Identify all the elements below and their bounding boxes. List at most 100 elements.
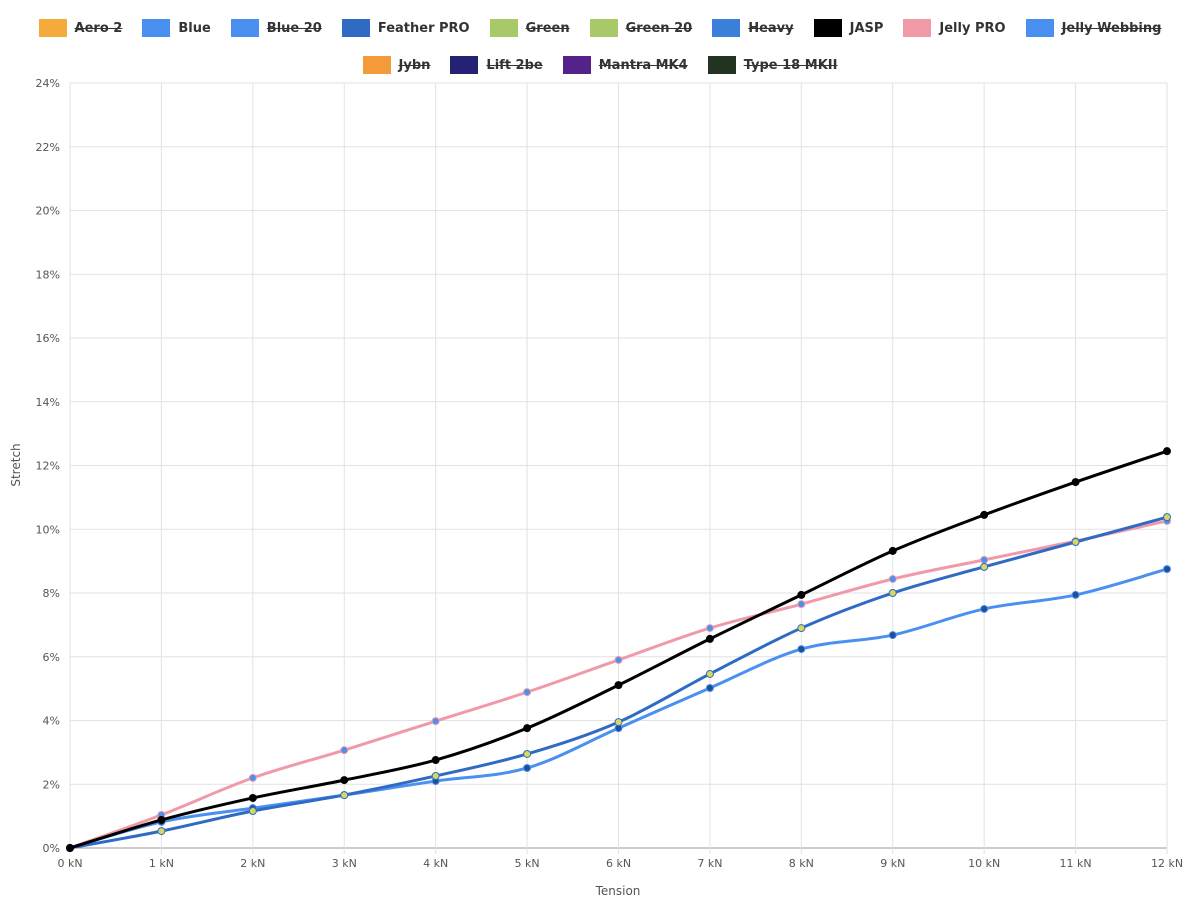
x-tick-label: 8 kN — [789, 857, 814, 870]
y-tick-label: 6% — [43, 651, 60, 664]
legend-label: Aero 2 — [74, 20, 123, 36]
y-tick-label: 20% — [36, 205, 60, 218]
legend-item-aero-2[interactable]: Aero 2 — [38, 19, 123, 37]
data-point-jasp[interactable] — [888, 546, 897, 555]
x-tick-label: 3 kN — [332, 857, 357, 870]
legend-label: Jybn — [398, 57, 431, 73]
data-point-feather-pro[interactable] — [523, 749, 532, 758]
legend-swatch — [1025, 19, 1054, 37]
legend-label: Mantra MK4 — [598, 57, 688, 73]
x-tick-label: 5 kN — [515, 857, 540, 870]
data-point-jelly-pro[interactable] — [705, 624, 714, 633]
legend-label: Blue — [178, 20, 211, 36]
legend-swatch — [712, 19, 741, 37]
data-point-blue[interactable] — [980, 604, 989, 613]
data-point-jelly-pro[interactable] — [888, 574, 897, 583]
data-point-jasp[interactable] — [980, 510, 989, 519]
y-tick-label: 10% — [36, 523, 60, 536]
x-tick-label: 9 kN — [880, 857, 905, 870]
data-point-jasp[interactable] — [614, 681, 623, 690]
y-tick-label: 14% — [36, 396, 60, 409]
data-point-jasp[interactable] — [1163, 447, 1171, 456]
legend-swatch — [362, 56, 391, 74]
data-point-feather-pro[interactable] — [157, 827, 166, 836]
legend-label: Jelly Webbing — [1061, 20, 1162, 36]
legend-swatch — [450, 56, 479, 74]
chart-legend: Aero 2 Blue Blue 20 Feather PRO Green Green 2… — [0, 14, 1200, 88]
legend-item-mantra-mk4[interactable]: Mantra MK4 — [562, 56, 688, 74]
legend-item-lift-2be[interactable]: Lift 2be — [450, 56, 543, 74]
legend-item-feather-pro[interactable]: Feather PRO — [341, 19, 470, 37]
x-tick-label: 0 kN — [57, 857, 82, 870]
data-point-jasp[interactable] — [340, 776, 349, 785]
data-point-jasp[interactable] — [248, 793, 257, 802]
data-point-feather-pro[interactable] — [1071, 538, 1080, 546]
legend-item-jasp[interactable]: JASP — [813, 19, 884, 37]
data-point-jasp[interactable] — [66, 844, 74, 852]
data-point-jelly-pro[interactable] — [797, 600, 806, 609]
data-point-blue[interactable] — [1163, 565, 1171, 574]
y-tick-label: 2% — [43, 778, 60, 791]
data-point-feather-pro[interactable] — [248, 807, 257, 816]
data-point-feather-pro[interactable] — [980, 562, 989, 571]
legend-item-heavy[interactable]: Heavy — [712, 19, 794, 37]
legend-swatch — [38, 19, 67, 37]
data-point-feather-pro[interactable] — [614, 718, 623, 727]
data-point-blue[interactable] — [705, 683, 714, 692]
data-point-jasp[interactable] — [797, 590, 806, 599]
legend-item-green[interactable]: Green — [489, 19, 570, 37]
x-tick-label: 12 kN — [1151, 857, 1183, 870]
legend-item-type-18-mkii[interactable]: Type 18 MKII — [707, 56, 838, 74]
data-point-jasp[interactable] — [157, 815, 166, 824]
data-point-blue[interactable] — [797, 645, 806, 654]
y-tick-label: 24% — [36, 77, 60, 90]
legend-item-jelly-pro[interactable]: Jelly PRO — [903, 19, 1006, 37]
data-point-jelly-pro[interactable] — [523, 688, 532, 697]
legend-item-green-20[interactable]: Green 20 — [589, 19, 693, 37]
x-tick-label: 1 kN — [149, 857, 174, 870]
data-point-jasp[interactable] — [431, 756, 440, 765]
x-tick-label: 10 kN — [968, 857, 1000, 870]
data-point-feather-pro[interactable] — [431, 771, 440, 780]
y-tick-label: 0% — [43, 842, 60, 855]
x-axis-title: Tension — [595, 884, 641, 898]
legend-label: Type 18 MKII — [743, 57, 838, 73]
legend-item-blue-20[interactable]: Blue 20 — [230, 19, 322, 37]
data-point-feather-pro[interactable] — [340, 791, 349, 800]
legend-label: Jelly PRO — [939, 20, 1006, 36]
x-tick-label: 4 kN — [423, 857, 448, 870]
data-point-jelly-pro[interactable] — [340, 746, 349, 755]
data-point-jasp[interactable] — [705, 634, 714, 643]
y-tick-label: 8% — [43, 587, 60, 600]
x-tick-label: 7 kN — [697, 857, 722, 870]
data-point-feather-pro[interactable] — [1163, 513, 1171, 522]
legend-item-jybn[interactable]: Jybn — [362, 56, 431, 74]
legend-swatch — [230, 19, 259, 37]
legend-label: Green 20 — [625, 20, 693, 36]
y-axis-title: Stretch — [9, 443, 23, 486]
legend-row: Aero 2 Blue Blue 20 Feather PRO Green Green 2… — [0, 14, 1200, 42]
legend-swatch — [489, 19, 518, 37]
data-point-jelly-pro[interactable] — [248, 773, 257, 782]
data-point-feather-pro[interactable] — [888, 589, 897, 597]
data-point-jelly-pro[interactable] — [614, 655, 623, 664]
legend-item-blue[interactable]: Blue — [142, 19, 211, 37]
data-point-feather-pro[interactable] — [797, 624, 806, 633]
data-point-blue[interactable] — [1071, 590, 1080, 599]
legend-swatch — [589, 19, 618, 37]
y-tick-label: 18% — [36, 268, 60, 281]
legend-swatch — [903, 19, 932, 37]
data-point-blue[interactable] — [523, 763, 532, 772]
data-point-jelly-pro[interactable] — [431, 717, 440, 726]
legend-swatch — [707, 56, 736, 74]
data-point-jasp[interactable] — [523, 724, 532, 733]
legend-item-jelly-webbing[interactable]: Jelly Webbing — [1025, 19, 1162, 37]
y-tick-label: 22% — [36, 141, 60, 154]
data-point-feather-pro[interactable] — [705, 669, 714, 678]
data-point-jasp[interactable] — [1071, 478, 1080, 487]
data-point-jelly-pro[interactable] — [980, 555, 989, 564]
y-tick-label: 12% — [36, 460, 60, 473]
legend-label: JASP — [849, 20, 884, 36]
data-point-blue[interactable] — [888, 631, 897, 640]
